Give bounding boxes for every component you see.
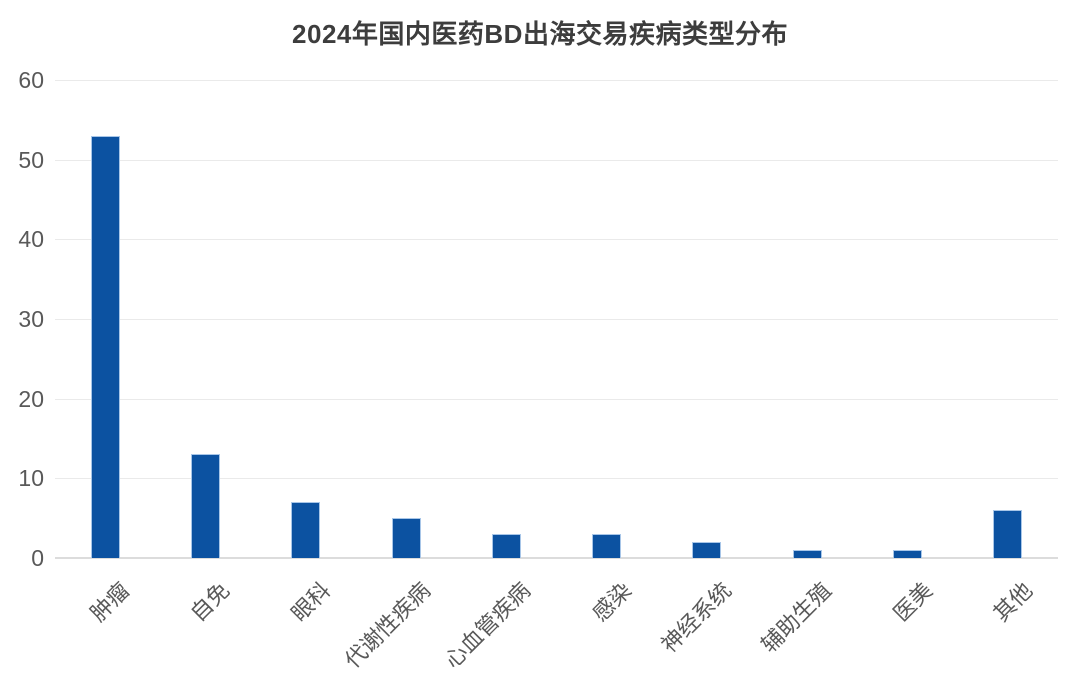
bar <box>993 510 1023 558</box>
x-axis-tick-label: 心血管疾病 <box>440 577 536 674</box>
x-axis-tick-label: 神经系统 <box>656 577 737 658</box>
bar <box>792 550 822 558</box>
x-axis-tick-label: 医美 <box>887 577 937 627</box>
x-axis-tick-label: 感染 <box>587 577 636 627</box>
x-axis-tick-label: 其他 <box>988 577 1038 627</box>
bar <box>692 542 722 558</box>
y-axis-tick-label: 60 <box>18 67 44 93</box>
y-gridline <box>55 398 1058 400</box>
x-axis-line <box>55 557 1058 559</box>
x-axis-tick-label: 肿瘤 <box>85 577 135 627</box>
bar <box>291 502 321 558</box>
bar <box>491 534 521 558</box>
chart-title: 2024年国内医药BD出海交易疾病类型分布 <box>292 19 788 49</box>
y-gridline <box>55 80 1058 81</box>
x-axis-tick-label: 自免 <box>185 577 235 627</box>
bar <box>391 518 421 558</box>
y-axis-tick-label: 50 <box>18 146 44 173</box>
y-gridline <box>55 239 1058 241</box>
bar <box>190 454 220 558</box>
x-axis-tick-label: 辅助生殖 <box>756 577 837 658</box>
x-axis-tick-label: 代谢性疾病 <box>339 577 436 674</box>
bar <box>893 550 923 558</box>
y-gridline <box>55 319 1058 320</box>
y-axis-tick-label: 0 <box>31 545 44 571</box>
y-axis-tick-label: 10 <box>18 465 44 492</box>
y-gridline <box>55 478 1058 480</box>
bar <box>592 534 622 558</box>
x-axis-tick-label: 眼科 <box>286 577 335 627</box>
y-axis-tick-label: 30 <box>18 306 44 332</box>
y-axis-tick-label: 20 <box>18 385 44 412</box>
y-gridline <box>55 159 1058 161</box>
bar <box>90 135 120 558</box>
y-axis-tick-label: 40 <box>18 226 44 253</box>
